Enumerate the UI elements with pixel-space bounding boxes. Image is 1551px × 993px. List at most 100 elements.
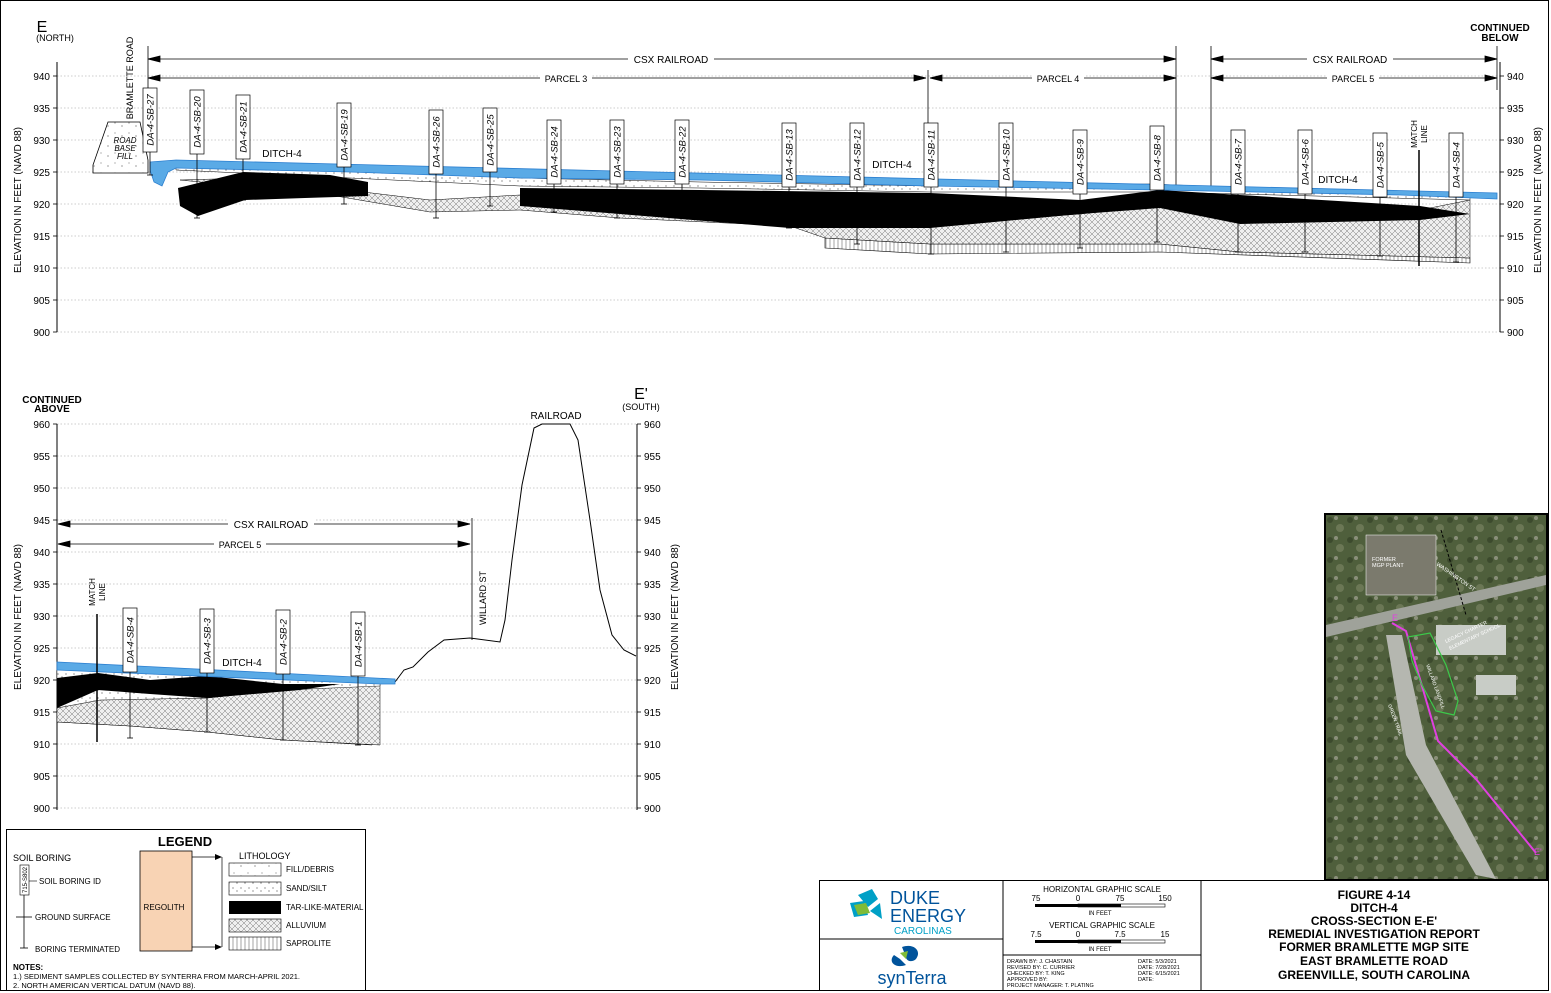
legend-boring-terminated: BORING TERMINATED bbox=[35, 945, 120, 954]
top-csx-label-2: CSX RAILROAD bbox=[1313, 55, 1387, 66]
top-borings: DA-4-SB-27 DA-4-SB-20 DA-4-SB-21 DA-4-SB-19… bbox=[142, 87, 1464, 263]
bottom-boring-label-box bbox=[350, 611, 366, 677]
top-section: E (NORTH) CONTINUED BELOW ELEVATION IN F… bbox=[13, 19, 1544, 339]
legend-regolith: REGOLITH bbox=[144, 903, 185, 912]
bottom-tick-label-right: 960 bbox=[644, 420, 661, 431]
top-boring-label-box bbox=[998, 122, 1014, 188]
top-boring-label-box bbox=[849, 122, 865, 188]
figure-line-4: REMEDIAL INVESTIGATION REPORT bbox=[1268, 927, 1480, 941]
v-scale-tick-3: 7.5 bbox=[1114, 930, 1126, 939]
top-tick-label-left: 910 bbox=[33, 264, 50, 275]
bottom-elevation-grid bbox=[53, 423, 641, 809]
duke-energy-logo: DUKE ENERGY CAROLINAS bbox=[850, 888, 966, 937]
top-boring-id: DA-4-SB-25 bbox=[486, 114, 497, 166]
bottom-tick-label-right: 900 bbox=[644, 804, 661, 815]
top-tick-label-left: 905 bbox=[33, 296, 50, 307]
top-tick-label-left: 915 bbox=[33, 232, 50, 243]
h-scale-tick-2: 0 bbox=[1076, 894, 1081, 903]
top-boring-id: DA-4-SB-6 bbox=[1301, 138, 1312, 185]
map-label-e: E bbox=[1392, 613, 1398, 623]
legend-boring-id-box bbox=[19, 864, 30, 896]
revised-by: REVISED BY: C. CURRIER bbox=[1007, 965, 1075, 971]
bottom-tick-label-left: 925 bbox=[33, 644, 50, 655]
railroad-label: RAILROAD bbox=[530, 411, 581, 422]
h-scale-title: HORIZONTAL GRAPHIC SCALE bbox=[1043, 885, 1161, 894]
bottom-tick-label-left: 955 bbox=[33, 452, 50, 463]
date-1: DATE: 5/3/2021 bbox=[1138, 959, 1177, 965]
drawn-by: DRAWN BY: J. CHASTAIN bbox=[1007, 959, 1072, 965]
bottom-tick-label-left: 940 bbox=[33, 548, 50, 559]
top-boring-id: DA-4-SB-24 bbox=[550, 126, 561, 177]
legend-note-1: 1.) SEDIMENT SAMPLES COLLECTED BY SYNTER… bbox=[13, 972, 300, 981]
top-sand-band bbox=[175, 161, 1471, 201]
bottom-y-axis-label-right: ELEVATION IN FEET (NAVD 88) bbox=[670, 544, 681, 690]
bottom-tick-label-right: 920 bbox=[644, 676, 661, 687]
top-ditch-label-3: DITCH-4 bbox=[1318, 175, 1358, 186]
legend-soil-boring: SOIL BORING bbox=[13, 853, 71, 863]
top-boring-label-box bbox=[189, 89, 205, 155]
top-boring-label-box bbox=[1372, 132, 1388, 198]
bottom-csx-label: CSX RAILROAD bbox=[234, 520, 308, 531]
top-boring-label-box bbox=[142, 87, 158, 153]
top-boring-label-box bbox=[428, 109, 444, 175]
bottom-y-axis-label-left: ELEVATION IN FEET (NAVD 88) bbox=[13, 544, 24, 690]
top-csx-label-1: CSX RAILROAD bbox=[634, 55, 708, 66]
top-tick-label-right: 900 bbox=[1507, 328, 1524, 339]
top-section-letter: E bbox=[37, 19, 48, 36]
top-boring-label-box bbox=[923, 122, 939, 188]
top-boring-label-box bbox=[1448, 132, 1464, 198]
legend-item-fill: FILL/DEBRIS bbox=[286, 865, 334, 874]
railroad-embankment bbox=[394, 423, 637, 683]
v-scale-tick-1: 7.5 bbox=[1030, 930, 1042, 939]
map-landfill-outline bbox=[1407, 632, 1459, 716]
top-parcel-3: PARCEL 3 bbox=[545, 74, 588, 84]
bottom-tick-label-right: 905 bbox=[644, 772, 661, 783]
top-boring-id: DA-4-SB-20 bbox=[193, 96, 204, 148]
top-tick-label-right: 925 bbox=[1507, 168, 1524, 179]
legend-swatch-sand bbox=[228, 881, 282, 896]
top-y-axis-label-right: ELEVATION IN FEET (NAVD 88) bbox=[1533, 127, 1544, 273]
top-parcel-4: PARCEL 4 bbox=[1037, 74, 1080, 84]
bottom-parcel-label: PARCEL 5 bbox=[219, 540, 262, 550]
map-label-e-prime: E' bbox=[1534, 847, 1542, 857]
v-scale-tick-4: 15 bbox=[1161, 930, 1170, 939]
top-boring-label-box bbox=[336, 102, 352, 168]
top-boring-label-box bbox=[781, 122, 797, 188]
map-cross-section-line bbox=[1391, 622, 1537, 854]
figure-line-2: DITCH-4 bbox=[1350, 901, 1398, 915]
bottom-continued-sub: ABOVE bbox=[34, 404, 70, 415]
bottom-tick-label-right: 950 bbox=[644, 484, 661, 495]
bottom-tick-label-left: 920 bbox=[33, 676, 50, 687]
legend-ground-surface: GROUND SURFACE bbox=[35, 913, 111, 922]
legend-swatch-alluvium bbox=[228, 918, 282, 933]
legend-lithology: LITHOLOGY bbox=[239, 851, 291, 861]
legend-title: LEGEND bbox=[158, 834, 212, 849]
synterra-name: synTerra bbox=[877, 968, 947, 988]
top-section-direction: (NORTH) bbox=[36, 33, 74, 43]
legend-item-tar: TAR-LIKE-MATERIAL bbox=[286, 903, 364, 912]
bottom-tick-label-left: 910 bbox=[33, 740, 50, 751]
top-boring-label-box bbox=[546, 119, 562, 185]
top-boring-id: DA-4-SB-11 bbox=[927, 130, 938, 181]
bottom-match-label-2: LINE bbox=[98, 583, 107, 601]
top-match-label-2: LINE bbox=[1420, 125, 1429, 143]
top-ditch-label-1: DITCH-4 bbox=[262, 149, 302, 160]
h-scale-tick-4: 150 bbox=[1158, 894, 1172, 903]
top-boring-id: DA-4-SB-4 bbox=[1452, 142, 1463, 188]
top-boring-id: DA-4-SB-13 bbox=[785, 129, 796, 181]
legend-note-2: 2. NORTH AMERICAN VERTICAL DATUM (NAVD 8… bbox=[13, 981, 196, 990]
bottom-tick-labels: 960 960 955 955 950 950 945 945 940 940 935 935 930 9… bbox=[33, 420, 661, 815]
h-scale-tick-1: 75 bbox=[1032, 894, 1041, 903]
legend-item-saprolite: SAPROLITE bbox=[286, 939, 331, 948]
figure-line-5: FORMER BRAMLETTE MGP SITE bbox=[1279, 940, 1469, 954]
map-label-plant-2: MGP PLANT bbox=[1372, 563, 1404, 569]
top-boring-label-box bbox=[674, 119, 690, 185]
bottom-ditch-label: DITCH-4 bbox=[222, 658, 262, 669]
top-tick-label-right: 910 bbox=[1507, 264, 1524, 275]
top-tar-lens-2 bbox=[520, 188, 1470, 228]
bottom-section: CONTINUED ABOVE E' (SOUTH) ELEVATION IN … bbox=[13, 386, 681, 815]
bottom-boring-label-box bbox=[122, 607, 138, 673]
v-scale-unit: IN FEET bbox=[1088, 947, 1111, 953]
